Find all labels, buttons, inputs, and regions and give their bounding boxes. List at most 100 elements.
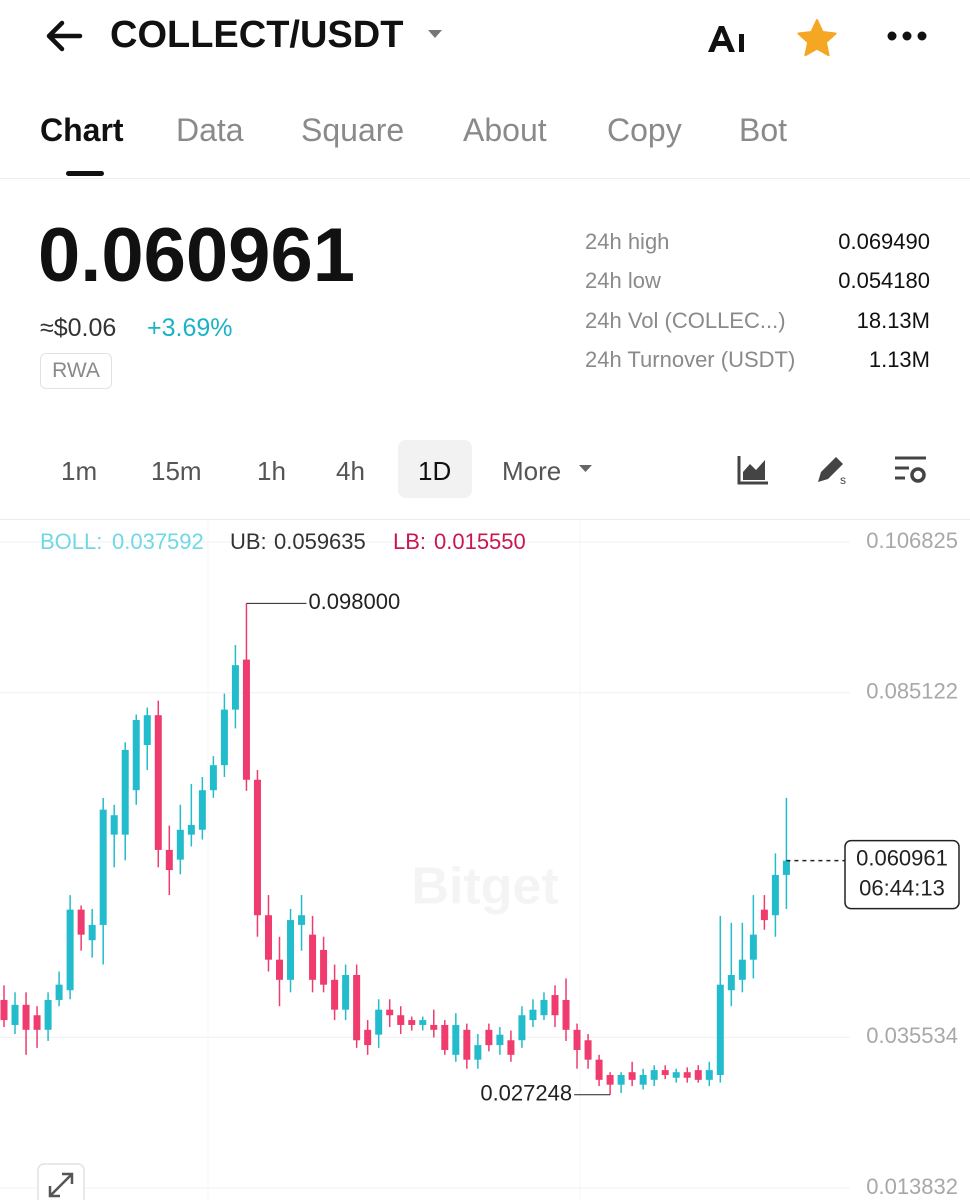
stat-label: 24h low: [585, 268, 661, 293]
candle-body: [584, 1040, 592, 1060]
candle-body: [44, 999, 52, 1030]
stat-value: 1.13M: [868, 347, 930, 372]
candle-body: [298, 915, 306, 925]
candle-body: [771, 874, 779, 916]
interval[interactable]: More: [502, 456, 562, 486]
tab-underline: [66, 171, 104, 176]
interval[interactable]: 15m: [151, 456, 202, 486]
divider: [0, 178, 970, 179]
candle-body: [364, 1029, 372, 1046]
min-annotation: 0.027248: [480, 1081, 572, 1106]
candle-body: [595, 1059, 603, 1080]
candle-body: [187, 824, 195, 835]
candle-body: [397, 1015, 405, 1025]
indicator-name: UB:: [230, 529, 267, 554]
indicator-value: 0.059635: [274, 529, 366, 554]
interval-highlight: [398, 440, 472, 498]
candle-body: [11, 1004, 19, 1025]
tab[interactable]: About: [463, 112, 547, 148]
price-change: +3.69%: [147, 314, 233, 342]
stat-value: 18.13M: [856, 308, 930, 333]
candle-body: [705, 1070, 713, 1080]
candle-body: [661, 1070, 669, 1075]
candle-body: [66, 909, 74, 991]
candle-body: [639, 1074, 647, 1085]
candle-body: [672, 1072, 680, 1078]
candle-body: [276, 959, 283, 980]
candle-body: [551, 995, 559, 1016]
indicator-name: LB:: [393, 529, 426, 554]
favorite-star[interactable]: [796, 18, 838, 58]
candle-body: [386, 1009, 394, 1016]
candle-body: [287, 920, 295, 980]
candle-body: [463, 1029, 471, 1060]
candle-body: [353, 974, 361, 1041]
candle-body: [154, 715, 162, 850]
pair-caret[interactable]: [426, 28, 444, 40]
stat-label: 24h Vol (COLLEC...): [585, 308, 786, 333]
candle-body: [33, 1015, 41, 1030]
candle-body: [727, 974, 735, 991]
candle-body: [143, 715, 151, 746]
tab[interactable]: Data: [176, 112, 244, 148]
candle-body: [176, 829, 184, 860]
settings-icon[interactable]: [893, 454, 929, 486]
tab[interactable]: Chart: [40, 112, 124, 148]
last-price-label: 0.060961: [856, 845, 948, 870]
candle-body: [309, 934, 317, 980]
candle-body: [452, 1024, 460, 1055]
indicator-value: 0.037592: [112, 529, 204, 554]
interval[interactable]: 1m: [61, 456, 98, 486]
countdown: 06:44:13: [859, 875, 945, 900]
indicator-name: BOLL:: [40, 529, 102, 554]
candle-body: [253, 779, 261, 916]
candle-body: [749, 934, 757, 960]
candle-body: [375, 1009, 383, 1035]
indicator-value: 0.015550: [434, 529, 526, 554]
tab[interactable]: Square: [301, 112, 405, 148]
y-tick-label: 0.013832: [866, 1174, 958, 1199]
candle-body: [242, 659, 250, 780]
candle-body: [628, 1072, 636, 1080]
candle-body: [165, 849, 173, 871]
candle-body: [529, 1009, 537, 1021]
interval[interactable]: 1h: [257, 456, 286, 486]
ai-icon[interactable]: [706, 22, 750, 56]
candle-body: [198, 790, 206, 830]
candle-body: [99, 809, 107, 925]
interval[interactable]: 1D: [418, 456, 452, 486]
expand-button[interactable]: [37, 1163, 85, 1200]
candle-body: [441, 1024, 449, 1050]
candle-body: [716, 984, 724, 1075]
y-tick-label: 0.085122: [866, 679, 958, 704]
divider: [0, 519, 970, 520]
draw-icon[interactable]: s: [814, 452, 850, 488]
candle-body: [518, 1015, 526, 1041]
candle-body: [342, 974, 350, 1010]
tab[interactable]: Copy: [607, 112, 682, 148]
candle-body: [617, 1074, 625, 1085]
candle-body: [408, 1020, 416, 1025]
candle-body: [0, 999, 8, 1021]
candle-body: [121, 749, 129, 835]
candle-body: [264, 915, 272, 960]
last-price: 0.060961: [38, 213, 355, 298]
y-tick-label: 0.035534: [866, 1023, 958, 1048]
tab[interactable]: Bot: [739, 112, 788, 148]
candle-body: [782, 860, 790, 875]
candle-body: [132, 720, 140, 791]
interval[interactable]: 4h: [336, 456, 365, 486]
candle-body: [650, 1070, 658, 1080]
watermark: Bitget: [411, 858, 558, 916]
candle-body: [606, 1074, 614, 1085]
pair-title[interactable]: COLLECT/USDT: [110, 14, 404, 56]
stat-value: 0.069490: [838, 229, 930, 254]
more-menu[interactable]: [886, 30, 928, 42]
chart-type-icon[interactable]: [736, 454, 770, 486]
candle-body: [320, 949, 328, 985]
usd-price: ≈$0.06: [40, 314, 117, 342]
candle-body: [110, 815, 118, 835]
back-button[interactable]: [44, 18, 84, 54]
candle-body: [77, 909, 85, 935]
